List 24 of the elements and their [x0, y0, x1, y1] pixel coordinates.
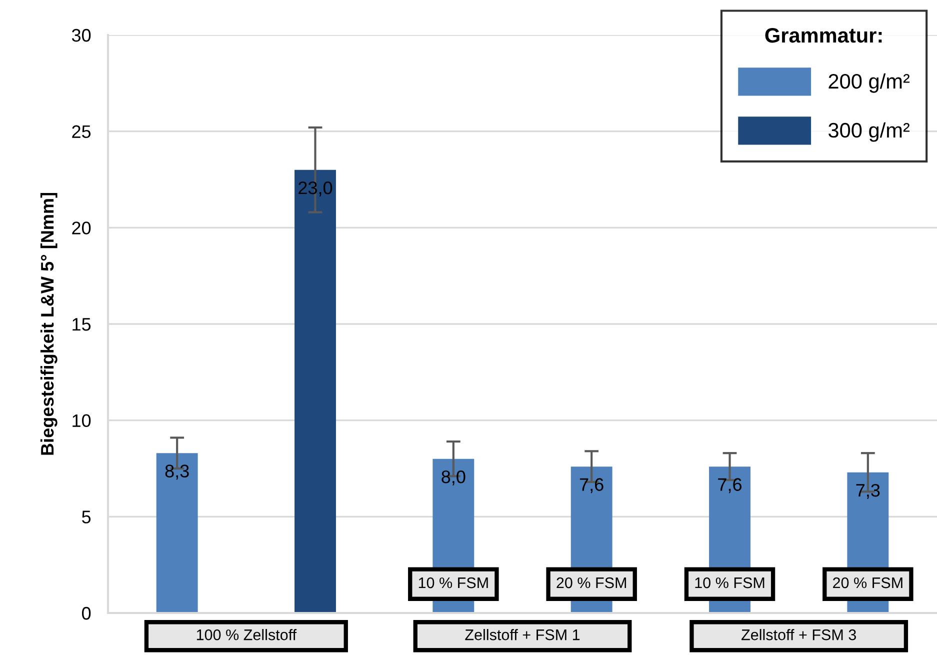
y-tick-label: 15	[72, 318, 91, 331]
y-tick-label: 0	[82, 606, 91, 620]
legend-label: 200 g/m²	[828, 73, 910, 93]
text: 100 % Zellstoff	[196, 629, 297, 640]
data-label: 8,0	[442, 470, 466, 486]
x-tick-label: 20 % FSM	[833, 577, 902, 588]
text: Zellstoff + FSM 3	[742, 629, 856, 640]
y-tick-label: 20	[72, 222, 91, 234]
y-tick-label: 5	[82, 510, 91, 524]
y-tick-label: 10	[72, 414, 91, 428]
data-label: 8,3	[165, 464, 189, 480]
data-label: 7,3	[856, 484, 880, 499]
data-label: 7,6	[580, 478, 604, 494]
x-tick-label: 10 % FSM	[695, 577, 764, 588]
x-tick-label: 10 % FSM	[418, 577, 488, 588]
data-label: 23,0	[298, 181, 332, 196]
y-tick-label: 30	[72, 28, 91, 42]
x-tick-label: 20 % FSM	[556, 577, 626, 588]
legend-title: Grammatur:	[765, 28, 882, 43]
y-tick-label: 25	[72, 125, 91, 138]
y-axis-title: Biegesteifigkeit L&W 5° [Nmm]	[40, 192, 58, 455]
legend-label: 300 g/m²	[828, 122, 910, 142]
data-label: 7,6	[718, 478, 742, 494]
text: Zellstoff + FSM 1	[465, 629, 580, 640]
